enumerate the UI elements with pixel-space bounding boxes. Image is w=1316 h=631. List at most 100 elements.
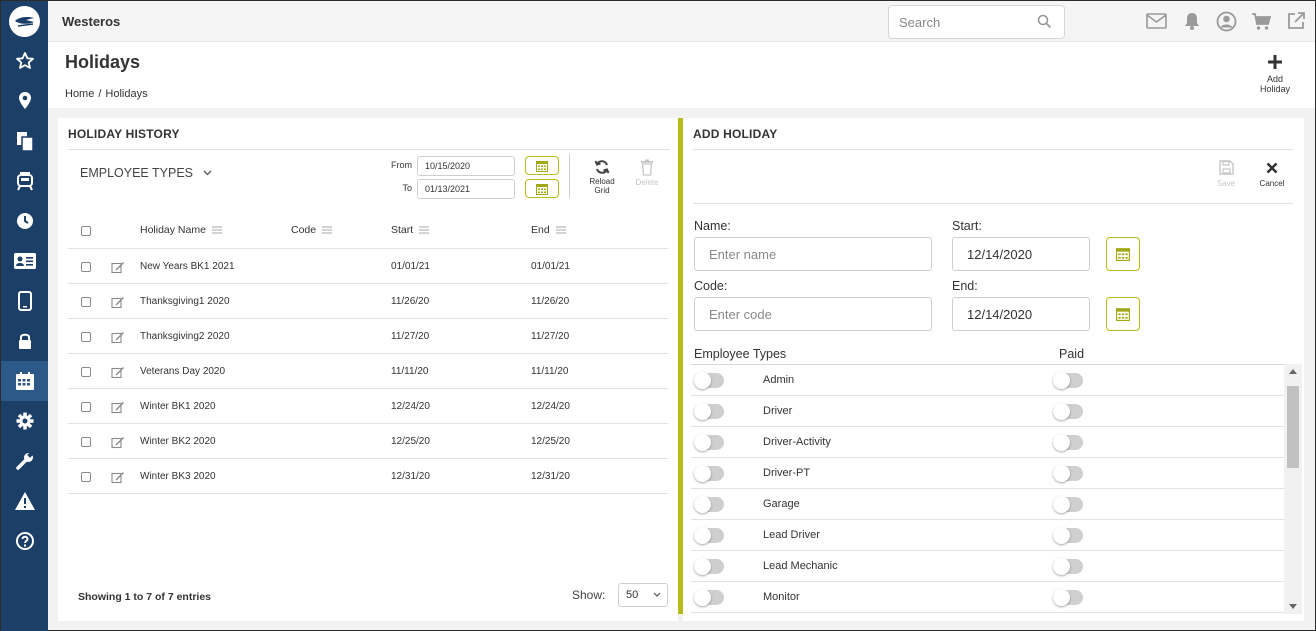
paid-toggle[interactable] bbox=[1053, 402, 1083, 420]
row-checkbox[interactable] bbox=[81, 261, 91, 272]
row-checkbox[interactable] bbox=[81, 471, 91, 482]
to-label: To bbox=[402, 183, 412, 193]
edit-icon[interactable] bbox=[111, 261, 125, 279]
close-icon bbox=[1266, 162, 1278, 174]
code-input[interactable] bbox=[694, 297, 932, 331]
breadcrumb-home[interactable]: Home bbox=[65, 88, 95, 100]
row-checkbox[interactable] bbox=[81, 401, 91, 412]
employee-type-toggle[interactable] bbox=[694, 526, 724, 544]
sidebar-item-favorites[interactable] bbox=[1, 41, 48, 81]
row-divider bbox=[68, 458, 668, 459]
row-checkbox[interactable] bbox=[81, 296, 91, 307]
page-title: Holidays bbox=[65, 52, 141, 72]
paid-toggle[interactable] bbox=[1053, 495, 1083, 513]
start-cell: 12/25/20 bbox=[391, 435, 430, 447]
sidebar-item-vehicles[interactable] bbox=[1, 161, 48, 201]
page-size-select[interactable]: 50 bbox=[618, 583, 668, 607]
column-header-start[interactable]: Start bbox=[391, 224, 430, 236]
scroll-up-arrow[interactable] bbox=[1289, 369, 1297, 374]
end-cell: 12/31/20 bbox=[531, 470, 570, 482]
scroll-down-arrow[interactable] bbox=[1289, 604, 1297, 609]
paid-toggle[interactable] bbox=[1053, 464, 1083, 482]
edit-icon[interactable] bbox=[111, 296, 125, 314]
employee-types-label: EMPLOYEE TYPES bbox=[80, 166, 194, 180]
select-all-checkbox[interactable] bbox=[81, 226, 91, 236]
edit-icon[interactable] bbox=[111, 471, 125, 489]
employee-type-toggle[interactable] bbox=[694, 588, 724, 606]
employee-type-toggle[interactable] bbox=[694, 495, 724, 513]
sidebar-item-settings[interactable] bbox=[1, 401, 48, 441]
search-input[interactable] bbox=[889, 6, 1029, 38]
sidebar-item-maintenance[interactable] bbox=[1, 441, 48, 481]
from-calendar-button[interactable] bbox=[525, 156, 559, 175]
external-link-icon[interactable] bbox=[1286, 11, 1306, 36]
from-date-input[interactable]: 10/15/2020 bbox=[417, 156, 515, 176]
paid-toggle[interactable] bbox=[1053, 371, 1083, 389]
reload-grid-button[interactable]: Reload Grid bbox=[584, 159, 620, 195]
delete-button[interactable]: Delete bbox=[630, 159, 664, 187]
name-input[interactable] bbox=[694, 237, 932, 271]
wrench-icon bbox=[15, 452, 33, 470]
edit-icon[interactable] bbox=[111, 436, 125, 454]
calendar-icon bbox=[1116, 308, 1130, 321]
employee-type-toggle[interactable] bbox=[694, 433, 724, 451]
employee-type-toggle[interactable] bbox=[694, 371, 724, 389]
row-checkbox[interactable] bbox=[81, 331, 91, 342]
paid-toggle[interactable] bbox=[1053, 433, 1083, 451]
sidebar bbox=[1, 1, 48, 631]
edit-icon[interactable] bbox=[111, 331, 125, 349]
holiday-name-cell: Thanksgiving2 2020 bbox=[140, 330, 230, 342]
end-cell: 01/01/21 bbox=[531, 260, 570, 272]
start-cell: 12/31/20 bbox=[391, 470, 430, 482]
sidebar-item-documents[interactable] bbox=[1, 121, 48, 161]
end-calendar-button[interactable] bbox=[1106, 297, 1140, 331]
start-cell: 11/26/20 bbox=[391, 295, 430, 307]
row-checkbox[interactable] bbox=[81, 436, 91, 447]
bell-icon[interactable] bbox=[1182, 11, 1202, 36]
to-date-input[interactable]: 01/13/2021 bbox=[417, 179, 515, 199]
column-header-end[interactable]: End bbox=[531, 224, 566, 236]
paid-toggle[interactable] bbox=[1053, 557, 1083, 575]
sidebar-item-security[interactable] bbox=[1, 321, 48, 361]
logo[interactable] bbox=[9, 6, 40, 37]
scroll-thumb[interactable] bbox=[1287, 386, 1299, 468]
paid-toggle[interactable] bbox=[1053, 526, 1083, 544]
employee-types-scrollbar[interactable] bbox=[1284, 364, 1302, 614]
column-header-holiday-name[interactable]: Holiday Name bbox=[140, 224, 222, 236]
divider bbox=[693, 149, 1293, 150]
row-divider bbox=[68, 388, 668, 389]
save-button[interactable]: Save bbox=[1210, 160, 1242, 188]
user-profile-icon[interactable] bbox=[1216, 11, 1237, 37]
employee-types-dropdown[interactable]: EMPLOYEE TYPES bbox=[80, 166, 212, 180]
edit-icon[interactable] bbox=[111, 366, 125, 384]
sidebar-item-employees[interactable] bbox=[1, 241, 48, 281]
edit-icon[interactable] bbox=[111, 401, 125, 419]
to-calendar-button[interactable] bbox=[525, 179, 559, 198]
search-box bbox=[888, 5, 1065, 39]
mail-icon[interactable] bbox=[1146, 13, 1167, 34]
sidebar-item-locations[interactable] bbox=[1, 81, 48, 121]
sidebar-item-holidays[interactable] bbox=[1, 361, 48, 401]
column-header-code[interactable]: Code bbox=[291, 224, 333, 236]
sidebar-item-help[interactable] bbox=[1, 521, 48, 561]
row-divider bbox=[691, 426, 1284, 427]
start-calendar-button[interactable] bbox=[1106, 237, 1140, 271]
employee-type-toggle[interactable] bbox=[694, 402, 724, 420]
employee-type-toggle[interactable] bbox=[694, 464, 724, 482]
add-holiday-button[interactable]: Add Holiday bbox=[1248, 54, 1302, 94]
cart-icon[interactable] bbox=[1251, 11, 1272, 36]
row-divider bbox=[691, 457, 1284, 458]
cancel-label: Cancel bbox=[1259, 179, 1285, 188]
row-checkbox[interactable] bbox=[81, 366, 91, 377]
paid-toggle[interactable] bbox=[1053, 588, 1083, 606]
sidebar-item-alerts[interactable] bbox=[1, 481, 48, 521]
sidebar-item-time[interactable] bbox=[1, 201, 48, 241]
start-date-input[interactable] bbox=[952, 237, 1090, 271]
cancel-button[interactable]: Cancel bbox=[1253, 162, 1291, 188]
end-date-input[interactable] bbox=[952, 297, 1090, 331]
employee-type-toggle[interactable] bbox=[694, 557, 724, 575]
search-icon[interactable] bbox=[1037, 14, 1052, 34]
sidebar-item-devices[interactable] bbox=[1, 281, 48, 321]
trash-icon bbox=[641, 159, 653, 176]
row-divider bbox=[691, 612, 1284, 613]
